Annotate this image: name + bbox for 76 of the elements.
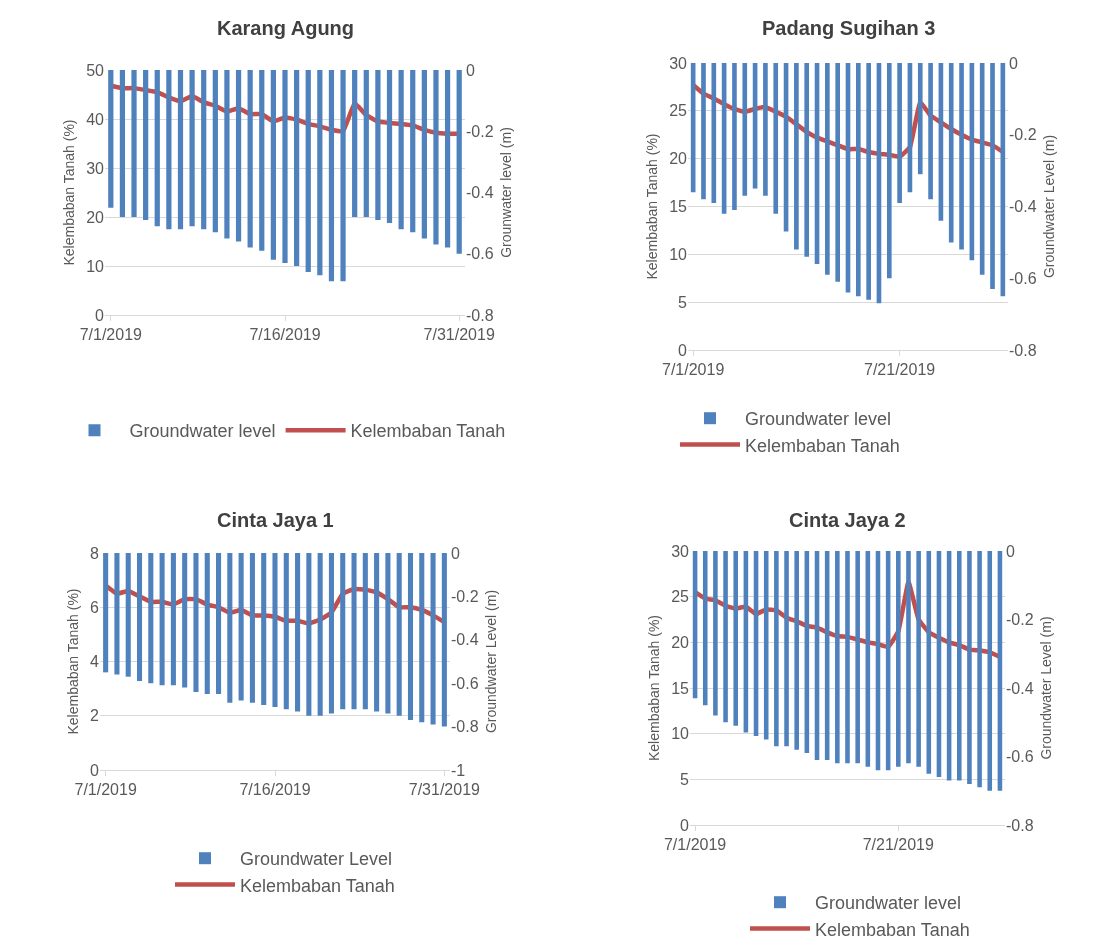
chart-title: Padang Sugihan 3 [762,17,936,39]
legend-label: Kelembaban Tanah [815,919,970,940]
x-tick-label: 7/31/2019 [408,781,481,799]
legend-label: Groundwater level [815,893,962,914]
y-tick-label: 10 [671,725,690,743]
legend-label: Groundwater level [129,421,276,442]
x-tick-label: 7/1/2019 [663,836,727,854]
y-tick-label: 5 [680,770,690,788]
y2-tick-label: -0.4 [451,631,479,649]
y2-tick-label: 0 [1006,542,1015,560]
y-tick-label: 0 [678,341,688,359]
y2-tick-label: -0.8 [1006,816,1034,834]
y2-axis-title: Groundwater Level (m) [1040,134,1057,279]
y-tick-label: 0 [95,306,105,324]
x-tick-label: 7/1/2019 [74,781,137,799]
y-tick-label: 40 [86,110,105,128]
legend-label: Groundwater level [745,409,892,430]
y-axis-title: Kelembaban Tanah (%) [60,119,77,266]
legend-label: Groundwater Level [240,849,393,870]
y2-tick-label: -0.4 [466,184,494,202]
y2-tick-label: -0.6 [1009,269,1037,287]
y2-tick-label: -0.8 [466,306,494,324]
y-tick-label: 25 [671,588,690,606]
y-tick-label: 20 [671,633,690,651]
chart-title: Cinta Jaya 1 [217,509,334,531]
y-tick-label: 30 [671,542,690,560]
y-tick-label: 5 [678,293,688,311]
x-tick-label: 7/1/2019 [79,326,143,344]
y-axis-title: Kelembaban Tanah (%) [64,588,81,735]
y-tick-label: 4 [90,653,100,671]
x-tick-label: 7/16/2019 [239,781,311,799]
y-tick-label: 6 [90,598,100,616]
x-tick-label: 7/16/2019 [249,326,321,344]
y-tick-label: 0 [680,816,690,834]
y2-axis-title: Groundwater Level (m) [1037,616,1054,760]
x-tick-label: 7/21/2019 [864,361,936,379]
y-tick-label: 20 [669,150,688,168]
y-tick-label: 0 [90,761,100,779]
y-axis-title: Kelembaban Tanah (%) [645,614,662,762]
y-tick-label: 15 [669,198,688,216]
y-tick-label: 10 [86,257,105,275]
y2-tick-label: -0.6 [466,245,494,263]
y2-tick-label: -0.6 [451,674,479,692]
legend-label: Kelembaban Tanah [350,421,506,442]
y2-tick-label: -0.2 [1006,611,1034,629]
y2-tick-label: -0.2 [451,588,479,605]
y2-axis-title: Grounwater level (m) [497,127,514,258]
legend-label: Kelembaban Tanah [240,875,395,896]
y2-tick-label: -0.2 [1009,126,1037,144]
y-tick-label: 10 [669,245,688,263]
y-tick-label: 30 [669,54,688,72]
y2-tick-label: -0.2 [466,122,494,140]
x-tick-label: 7/21/2019 [862,836,934,854]
y2-tick-label: 0 [451,544,460,562]
y2-tick-label: 0 [466,61,475,79]
chart-title: Cinta Jaya 2 [789,509,906,531]
y2-tick-label: -1 [451,761,466,779]
y-tick-label: 20 [86,208,105,226]
y-tick-label: 2 [90,707,100,725]
y-tick-label: 15 [671,679,690,697]
chart-title: Karang Agung [217,17,355,39]
y-tick-label: 30 [86,159,105,177]
y2-tick-label: -0.4 [1006,679,1034,697]
x-tick-label: 7/1/2019 [662,361,725,379]
y-tick-label: 25 [669,102,688,120]
y2-tick-label: -0.4 [1009,198,1037,216]
y-tick-label: 8 [90,544,100,562]
y-axis-title: Kelembaban Tanah (%) [643,133,660,280]
legend-label: Kelembaban Tanah [745,435,900,456]
x-tick-label: 7/31/2019 [423,326,495,344]
y2-tick-label: 0 [1009,54,1018,72]
y-tick-label: 50 [86,61,105,79]
y2-tick-label: -0.8 [1009,341,1037,359]
y2-axis-title: Groundwater Level (m) [482,589,499,734]
y2-tick-label: -0.6 [1006,748,1034,766]
y2-tick-label: -0.8 [451,718,479,736]
